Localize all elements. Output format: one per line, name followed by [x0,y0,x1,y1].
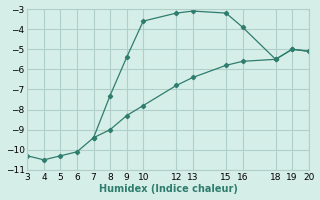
X-axis label: Humidex (Indice chaleur): Humidex (Indice chaleur) [99,184,237,194]
